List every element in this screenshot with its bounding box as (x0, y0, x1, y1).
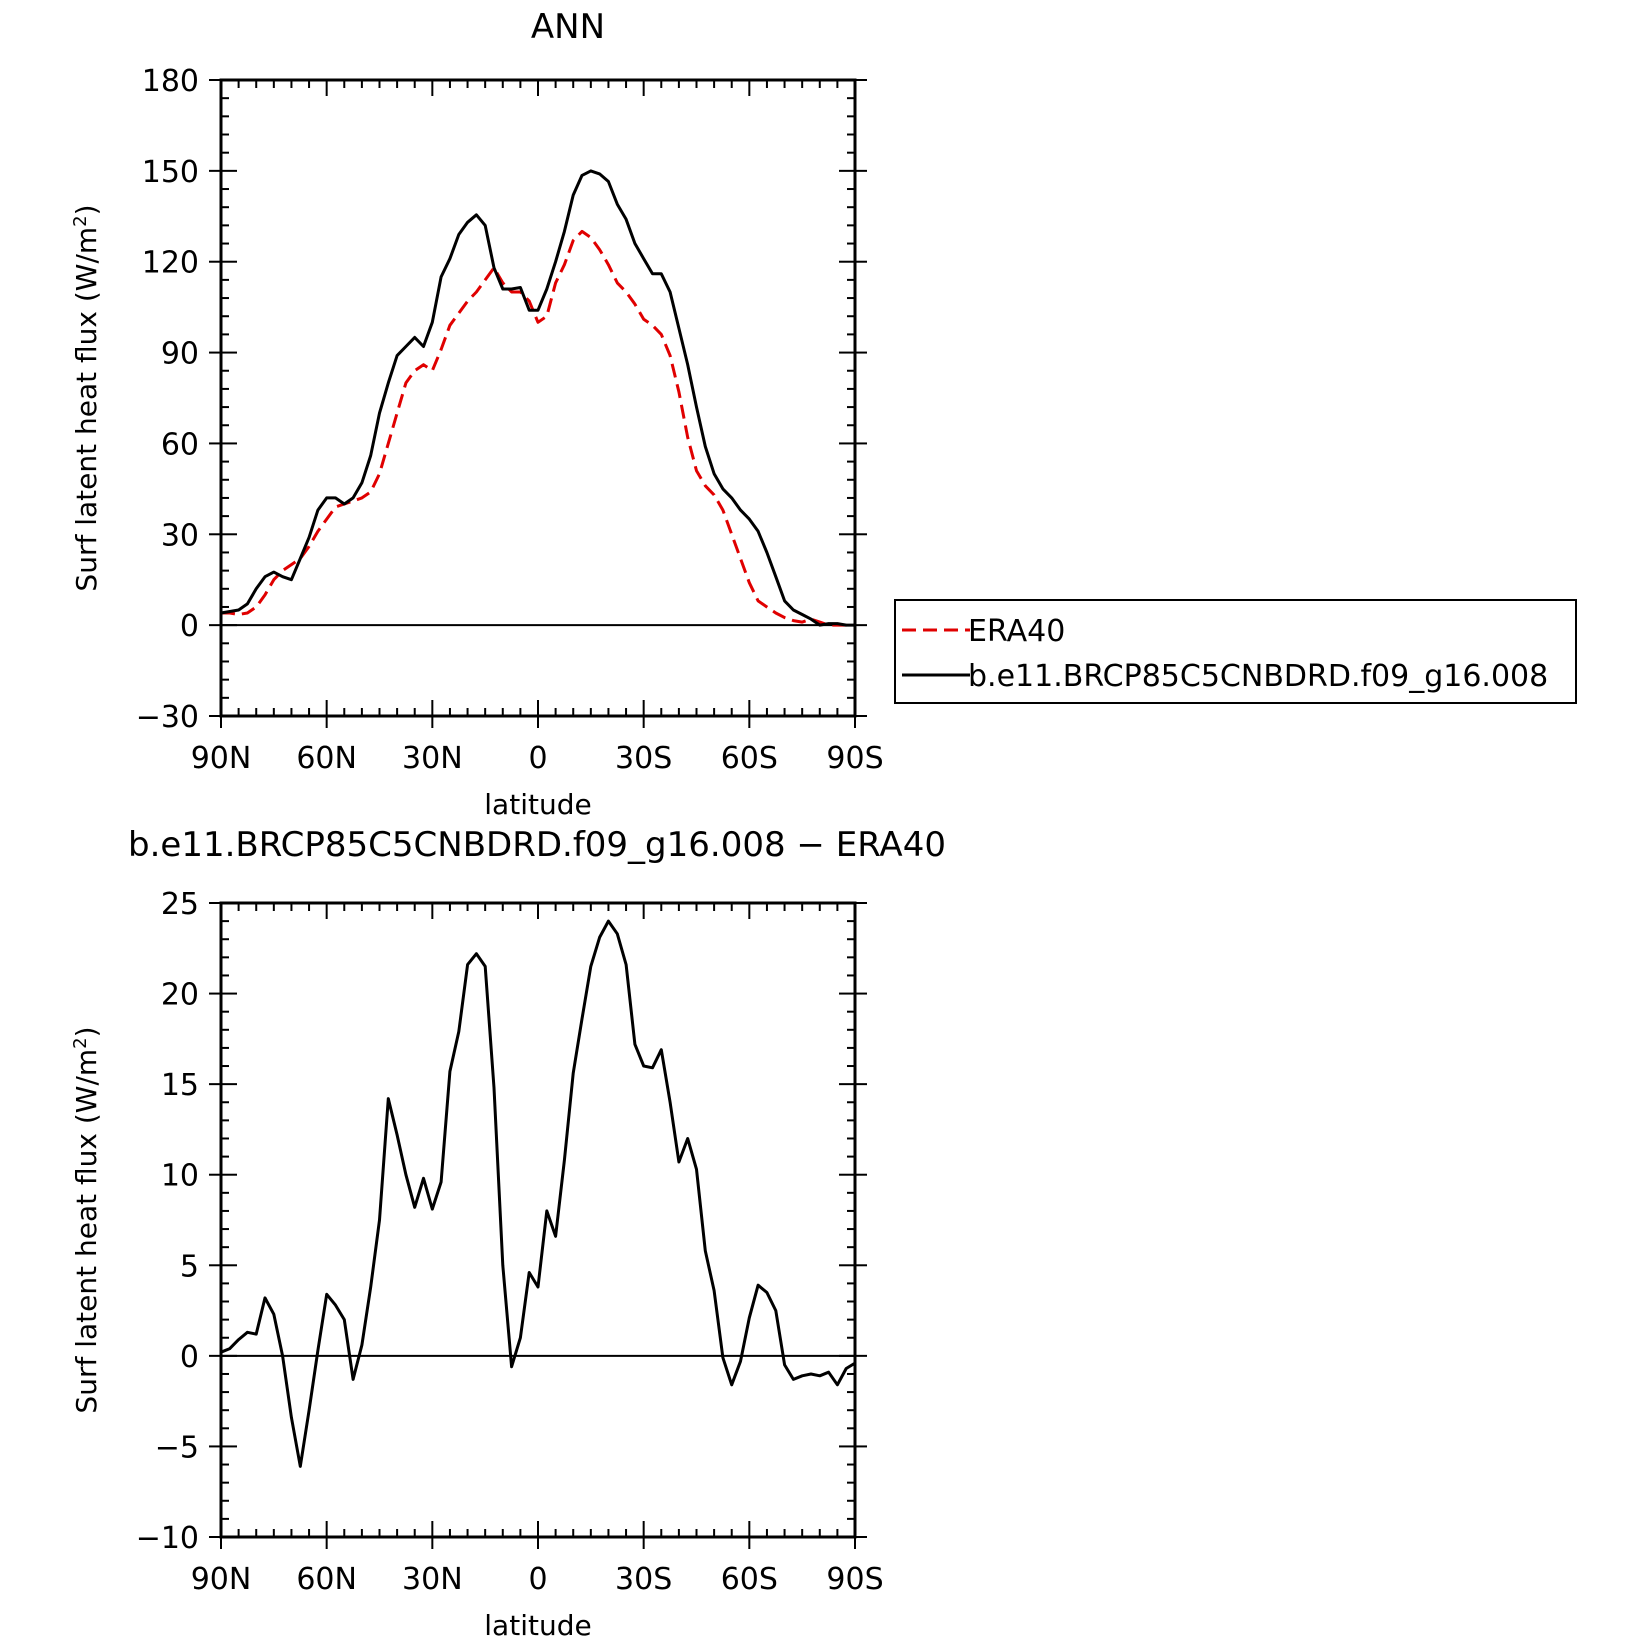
legend: ERA40 b.e11.BRCP85C5CNBDRD.f09_g16.008 (894, 599, 1577, 704)
legend-label-1: b.e11.BRCP85C5CNBDRD.f09_g16.008 (968, 659, 1548, 694)
y-tick-label: 0 (180, 609, 199, 644)
x-tick-label: 30N (402, 741, 463, 776)
y-tick-label: −5 (155, 1430, 199, 1465)
y-tick-label: −10 (136, 1521, 199, 1556)
series-line-0 (220, 919, 856, 1468)
y-tick-label: 25 (161, 887, 199, 922)
top-panel-ann: ANN 90N 60N 30N 0 30S 60S 90S 180 150 120 90 60 30 0 −3… (70, 7, 884, 821)
y-tick-label: 60 (161, 427, 199, 462)
y-tick-label: 150 (142, 155, 199, 190)
plot-frame (219, 78, 857, 718)
y-axis-label: Surf latent heat flux (W/m2) (70, 204, 104, 591)
x-tick-label: 0 (528, 1562, 547, 1597)
x-tick-label: 60N (296, 1562, 357, 1597)
y-tick-label: 5 (180, 1249, 199, 1284)
legend-label-0: ERA40 (968, 614, 1065, 649)
legend-frame (894, 599, 1577, 704)
x-axis-label: latitude (484, 1609, 591, 1641)
x-tick-label: 30S (615, 1562, 672, 1597)
x-tick-label: 60S (721, 1562, 778, 1597)
y-tick-label: 15 (161, 1068, 199, 1103)
y-axis-label-superscript: 2 (70, 215, 91, 226)
x-tick-label: 90N (191, 741, 252, 776)
plot-frame (219, 901, 857, 1539)
y-tick-label: 10 (161, 1159, 199, 1194)
y-axis-label-text: Surf latent heat flux (W/m (70, 227, 103, 592)
x-tick-label: 30N (402, 1562, 463, 1597)
y-tick-label: 30 (161, 518, 199, 553)
x-tick-label: 0 (528, 741, 547, 776)
y-axis-label-close: ) (70, 1026, 103, 1037)
x-tick-label: 90S (826, 741, 883, 776)
x-tick-label: 60S (721, 741, 778, 776)
y-tick-label: 120 (142, 246, 199, 281)
y-tick-label: 20 (161, 978, 199, 1013)
y-axis-label-superscript: 2 (70, 1037, 91, 1048)
x-tick-label: 90S (826, 1562, 883, 1597)
x-tick-label: 60N (296, 741, 357, 776)
y-axis-label-text: Surf latent heat flux (W/m (70, 1049, 103, 1414)
y-tick-label: 180 (142, 64, 199, 99)
bottom-panel-difference: b.e11.BRCP85C5CNBDRD.f09_g16.008 − ERA40… (70, 825, 946, 1641)
y-tick-label: 0 (180, 1340, 199, 1375)
x-axis-label: latitude (484, 788, 591, 821)
x-tick-label: 30S (615, 741, 672, 776)
y-tick-label: 90 (161, 337, 199, 372)
y-axis-label-close: ) (70, 204, 103, 215)
x-tick-label: 90N (191, 1562, 252, 1597)
chart-title: b.e11.BRCP85C5CNBDRD.f09_g16.008 − ERA40 (128, 825, 946, 865)
series-line-0 (221, 229, 855, 627)
y-tick-label: −30 (136, 700, 199, 735)
series-line-1 (220, 169, 855, 627)
y-axis-label: Surf latent heat flux (W/m2) (70, 1026, 104, 1413)
chart-title: ANN (531, 7, 605, 47)
